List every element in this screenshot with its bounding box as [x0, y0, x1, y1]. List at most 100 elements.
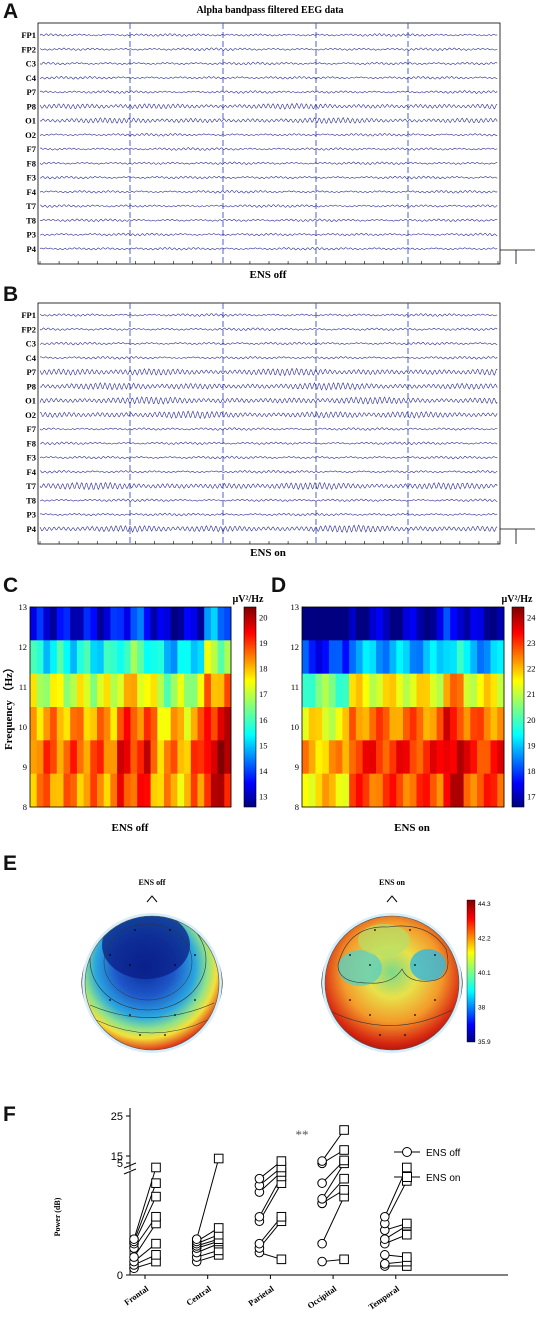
heatmap-cell — [376, 607, 384, 641]
marker-ens-on — [339, 1125, 349, 1135]
heatmap-cell — [217, 607, 225, 641]
marker-ens-off — [380, 1211, 390, 1222]
heatmap-cell — [97, 607, 105, 641]
pair-line — [321, 1196, 345, 1244]
heatmap-cell — [164, 640, 172, 675]
heatmap-cell — [150, 640, 158, 675]
heatmap-cell — [177, 640, 185, 675]
colorbar-tick-label: 24 — [527, 612, 536, 622]
heatmap-cell — [342, 707, 350, 741]
heatmap-cell — [204, 707, 212, 741]
heatmap-cell — [103, 773, 111, 808]
heatmap-cell — [143, 707, 151, 741]
heatmap-cell — [56, 673, 64, 708]
heatmap-cell — [117, 640, 125, 675]
heatmap-cell — [483, 773, 491, 808]
heatmap-cell — [389, 640, 397, 675]
topomap-tick-label: 40.1 — [478, 970, 491, 977]
heatmap-cell — [90, 673, 98, 708]
channel-label-o1: O1 — [25, 396, 36, 406]
eeg-traces — [39, 313, 498, 534]
heatmap-cell — [184, 740, 192, 775]
eeg-trace-t7 — [39, 481, 498, 491]
heatmap-cell — [50, 773, 58, 808]
eeg-trace-c4 — [39, 355, 498, 360]
heatmap-cell — [450, 640, 458, 675]
power-axes: 15 25 0 5 — [111, 1108, 508, 1282]
heatmap-cell — [308, 740, 316, 775]
heatmap-cell — [376, 673, 384, 708]
heatmap-cell — [335, 707, 343, 741]
heatmap-cell — [355, 673, 363, 708]
category-label-parietal: Parietal — [246, 1283, 276, 1308]
heatmap-cell — [210, 773, 218, 808]
heatmap-cell — [450, 707, 458, 741]
pair-line — [133, 1196, 157, 1244]
heatmap-cell — [97, 773, 105, 808]
colorbar-tick-label: 23 — [527, 638, 536, 648]
heatmap-cell — [308, 707, 316, 741]
eeg-cursor-lines — [129, 23, 409, 264]
heatmap-cell — [30, 607, 38, 641]
heatmap-cell — [137, 773, 145, 808]
heatmap-cell — [103, 607, 111, 641]
heatmap-cell — [470, 640, 478, 675]
legend-label-on: ENS on — [426, 1173, 460, 1184]
heatmap-cell — [50, 607, 58, 641]
heatmap-cell — [315, 707, 323, 741]
channel-label-p8: P8 — [27, 381, 36, 391]
marker-ens-on — [151, 1238, 161, 1249]
heatmap-cell — [224, 773, 232, 808]
marker-ens-on — [276, 1156, 287, 1166]
heatmap-cell — [110, 673, 118, 708]
heatmap-cell — [164, 707, 172, 741]
spectrogram-ens-off: Frequency （Hz） 8 9 10 11 12 13 ENS off µV²/Hz… — [2, 594, 268, 834]
heatmap-cell — [477, 607, 485, 641]
heatmap-cell — [36, 607, 44, 641]
eeg-trace-p3 — [39, 232, 498, 237]
eeg-trace-fp2 — [39, 47, 498, 52]
colorbar-tick-label: 18 — [527, 766, 536, 776]
channel-label-o1: O1 — [25, 116, 36, 126]
heatmap-cell — [470, 607, 478, 641]
eeg-trace-p8 — [39, 102, 498, 110]
topomap-title-off: ENS off — [139, 878, 166, 887]
heatmap-cell — [328, 673, 337, 708]
heatmap-cell — [217, 773, 225, 808]
heatmap-cell — [177, 607, 185, 641]
ytick-label: 5 — [117, 1158, 123, 1170]
heatmap-cell — [416, 607, 424, 641]
heatmap-cell — [157, 773, 165, 808]
heatmap-cell — [315, 607, 323, 641]
ytick-label: 12 — [291, 642, 300, 652]
heatmap-cell — [56, 773, 64, 808]
topomap-tick-label: 42.2 — [478, 936, 491, 943]
heatmap-cell — [389, 607, 397, 641]
ytick-label: 9 — [23, 762, 27, 772]
heatmap-cell — [382, 607, 390, 641]
marker-ens-off — [129, 1252, 139, 1262]
heatmap-cell — [416, 773, 424, 808]
heatmap-cell — [355, 707, 363, 741]
eeg-trace-p7 — [39, 367, 498, 377]
heatmap-cell — [103, 673, 111, 708]
heatmap-cell — [83, 707, 91, 741]
marker-ens-off — [317, 1256, 327, 1267]
heatmap-cell — [342, 607, 350, 641]
legend-marker-on — [402, 1172, 412, 1182]
channel-label-f4: F4 — [27, 187, 37, 197]
heatmap-cell — [43, 773, 51, 808]
heatmap-cell — [197, 740, 205, 775]
heatmap-cell — [328, 707, 337, 741]
heatmap-cell — [123, 773, 131, 808]
heatmap-cell — [117, 673, 125, 708]
heatmap-cell — [224, 673, 232, 708]
heatmap-cell — [63, 673, 71, 708]
electrode-dots — [349, 929, 436, 1036]
heatmap-cell — [470, 673, 478, 708]
category-label-central: Central — [184, 1283, 213, 1308]
colorbar-unit-on: µV²/Hz — [502, 594, 534, 605]
marker-ens-on — [151, 1211, 161, 1222]
heatmap-cell — [210, 740, 218, 775]
heatmap-cell — [315, 673, 323, 708]
